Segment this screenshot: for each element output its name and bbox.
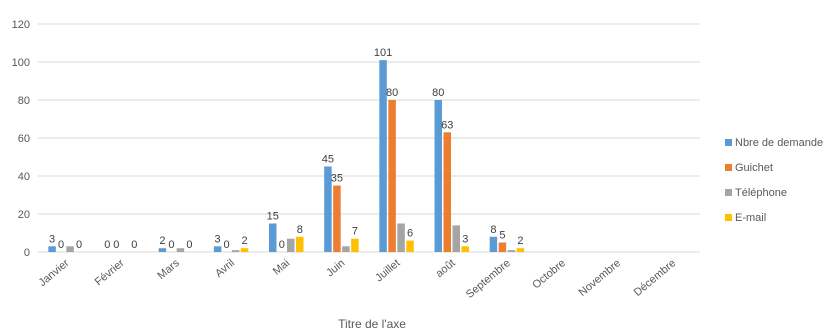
legend-swatch bbox=[725, 214, 732, 221]
bar bbox=[287, 238, 295, 252]
x-tick-label: Décembre bbox=[632, 257, 679, 299]
data-label: 15 bbox=[267, 211, 279, 223]
bar bbox=[296, 236, 304, 252]
bar bbox=[213, 246, 222, 252]
data-label: 8 bbox=[490, 224, 496, 236]
bar bbox=[333, 185, 341, 252]
bar bbox=[351, 238, 359, 252]
data-label: 3 bbox=[49, 233, 55, 245]
data-label: 0 bbox=[113, 239, 119, 251]
data-label: 5 bbox=[499, 230, 505, 242]
legend-swatch bbox=[725, 164, 732, 171]
gridlines bbox=[38, 23, 700, 253]
bar bbox=[434, 100, 442, 252]
data-label: 0 bbox=[186, 239, 192, 251]
legend: Nbre de demande Guichet Téléphone E-mail bbox=[725, 137, 823, 224]
bar bbox=[176, 248, 185, 252]
x-tick-label: Septembre bbox=[464, 257, 513, 301]
data-label: 63 bbox=[441, 119, 453, 131]
x-tick-label: Janvier bbox=[37, 257, 72, 289]
y-tick-label: 100 bbox=[12, 57, 30, 69]
data-label: 0 bbox=[76, 239, 82, 251]
x-tick-label: Mai bbox=[271, 257, 292, 278]
x-tick-label: Octobre bbox=[530, 257, 568, 291]
y-tick-label: 20 bbox=[18, 209, 30, 221]
data-label: 45 bbox=[322, 154, 334, 166]
legend-label: E-mail bbox=[735, 212, 766, 224]
x-tick-label: août bbox=[434, 257, 458, 280]
data-label: 2 bbox=[242, 235, 248, 247]
data-label: 6 bbox=[407, 228, 413, 240]
data-label: 0 bbox=[224, 239, 230, 251]
bar bbox=[158, 248, 167, 252]
bar bbox=[48, 246, 56, 252]
data-label: 3 bbox=[215, 233, 221, 245]
x-axis: Janvier Février Mars Avril Mai Juin Juillet aoû… bbox=[37, 257, 679, 301]
data-label: 7 bbox=[352, 226, 358, 238]
data-label: 101 bbox=[374, 47, 392, 59]
bar bbox=[498, 242, 507, 252]
data-label: 0 bbox=[104, 239, 110, 251]
bar bbox=[269, 223, 277, 252]
legend-swatch bbox=[725, 139, 732, 146]
data-label: 2 bbox=[159, 235, 165, 247]
y-tick-label: 40 bbox=[18, 171, 30, 183]
y-tick-label: 80 bbox=[18, 95, 30, 107]
bar bbox=[443, 132, 451, 252]
bars bbox=[48, 60, 525, 252]
y-tick-label: 60 bbox=[18, 133, 30, 145]
x-tick-label: Mars bbox=[155, 257, 182, 282]
data-label: 80 bbox=[432, 87, 444, 99]
bar bbox=[507, 250, 516, 252]
x-tick-label: Novembre bbox=[577, 257, 624, 299]
x-axis-title: Titre de l'axe bbox=[338, 317, 406, 331]
bar bbox=[66, 246, 74, 252]
bar bbox=[379, 60, 387, 252]
data-label: 2 bbox=[517, 235, 523, 247]
x-tick-label: Juillet bbox=[373, 257, 402, 284]
data-label: 0 bbox=[168, 239, 174, 251]
bar bbox=[516, 248, 525, 252]
y-tick-label: 0 bbox=[24, 247, 30, 259]
data-label: 0 bbox=[58, 239, 64, 251]
bar bbox=[240, 248, 249, 252]
data-label: 35 bbox=[331, 173, 343, 185]
legend-label: Nbre de demande bbox=[735, 137, 823, 149]
bar bbox=[452, 225, 460, 252]
data-label: 8 bbox=[297, 224, 303, 236]
bar bbox=[397, 223, 405, 252]
y-axis: 0 20 40 60 80 100 120 bbox=[12, 19, 30, 259]
data-label: 0 bbox=[131, 239, 137, 251]
bar bbox=[324, 166, 332, 252]
data-label: 80 bbox=[386, 87, 398, 99]
y-tick-label: 120 bbox=[12, 19, 30, 31]
x-tick-label: Juin bbox=[324, 257, 347, 279]
bar bbox=[489, 236, 498, 252]
legend-swatch bbox=[725, 189, 732, 196]
data-label: 0 bbox=[279, 239, 285, 251]
bar bbox=[406, 240, 414, 252]
data-label: 3 bbox=[462, 233, 468, 245]
legend-label: Guichet bbox=[735, 162, 773, 174]
legend-label: Téléphone bbox=[735, 187, 787, 199]
bar bbox=[388, 100, 396, 252]
bar bbox=[461, 246, 469, 252]
bar bbox=[231, 250, 240, 252]
x-tick-label: Avril bbox=[213, 257, 237, 280]
bar bbox=[342, 246, 350, 252]
x-tick-label: Février bbox=[93, 257, 127, 288]
